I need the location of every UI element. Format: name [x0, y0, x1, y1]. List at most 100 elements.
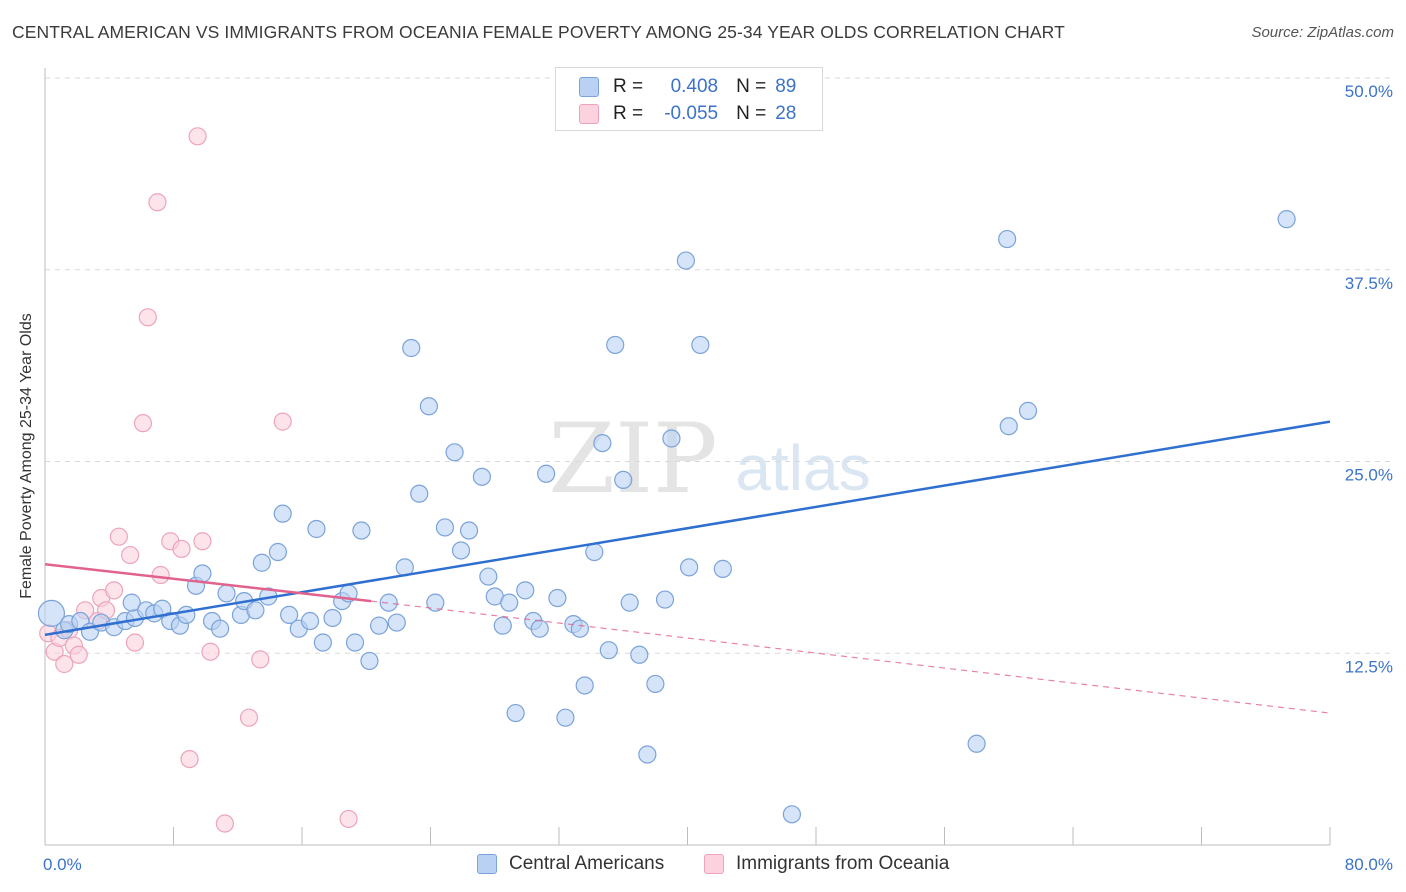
central-american-point	[472, 467, 491, 486]
bottom-legend-swatch-pink	[704, 854, 724, 874]
central-american-point	[210, 619, 230, 638]
oceania-point	[193, 532, 212, 551]
legend-n-value: 28	[775, 103, 797, 124]
central-american-point	[593, 433, 612, 453]
central-american-point	[37, 599, 66, 627]
central-american-point	[410, 484, 429, 503]
oceania-point	[148, 193, 167, 212]
watermark-zip: ZIP	[548, 403, 717, 515]
legend-swatch-pink	[579, 104, 599, 124]
tick-labels: 12.5% 25.0% 37.5% 50.0% 0.0% 80.0%	[43, 82, 1393, 874]
oceania-point	[201, 642, 220, 661]
central-american-point	[268, 542, 288, 562]
central-american-point	[323, 608, 342, 628]
central-american-point	[713, 559, 732, 578]
legend-n-value: 89	[775, 76, 797, 97]
oceania-point	[251, 650, 270, 669]
oceania-point	[239, 708, 259, 727]
y-tick-label: 12.5%	[1345, 657, 1393, 676]
central-american-point	[575, 676, 594, 695]
central-american-point	[445, 443, 464, 462]
central-american-point	[370, 616, 389, 635]
central-american-point	[193, 564, 212, 583]
bottom-legend-label-pink: Immigrants from Oceania	[736, 853, 950, 874]
central-american-point	[345, 633, 365, 652]
x-tick-label-max: 80.0%	[1345, 855, 1393, 874]
central-american-point	[313, 633, 332, 652]
central-american-point	[570, 619, 589, 638]
central-american-point	[614, 470, 633, 490]
legend-row-pink: R = -0.055 N = 28	[579, 103, 796, 125]
legend-r-label: R =	[613, 103, 644, 124]
central-american-point	[782, 805, 802, 824]
chart-title: CENTRAL AMERICAN VS IMMIGRANTS FROM OCEA…	[12, 22, 1065, 42]
central-american-point	[691, 335, 710, 355]
central-american-point	[998, 229, 1017, 249]
central-american-point	[620, 593, 639, 612]
central-american-point	[280, 605, 299, 625]
y-tick-label: 25.0%	[1345, 466, 1393, 485]
central-american-point	[638, 745, 657, 764]
oceania-point	[172, 539, 191, 559]
x-tick-label-min: 0.0%	[43, 855, 82, 874]
central-american-point	[402, 338, 421, 358]
central-american-point	[246, 601, 265, 620]
central-american-point	[680, 558, 699, 577]
central-american-trendline	[44, 420, 1331, 637]
legend-r-value: 0.408	[670, 76, 719, 97]
oceania-point	[273, 412, 292, 431]
blue-series	[37, 210, 1296, 824]
central-american-point	[630, 645, 649, 664]
central-american-point	[459, 521, 479, 540]
watermark: ZIP atlas	[548, 403, 870, 515]
central-american-point	[479, 567, 498, 586]
central-american-point	[585, 542, 604, 562]
central-american-point	[451, 541, 471, 560]
central-american-point	[500, 593, 519, 612]
central-american-point	[252, 553, 271, 572]
bottom-legend-swatch-blue	[477, 854, 497, 874]
central-american-point	[426, 593, 445, 612]
central-american-point	[606, 335, 625, 355]
central-american-point	[999, 417, 1018, 436]
axes	[44, 68, 1331, 846]
oceania-point	[104, 581, 124, 600]
central-american-point	[655, 590, 675, 609]
oceania-point	[109, 527, 128, 546]
central-american-point	[506, 703, 525, 723]
oceania-trendline-extension	[370, 600, 1331, 714]
legend-n-label: N =	[736, 76, 767, 97]
central-american-point	[530, 619, 549, 638]
source-label: Source: ZipAtlas.com	[1251, 24, 1394, 41]
watermark-atlas: atlas	[735, 432, 870, 504]
central-american-point	[556, 708, 575, 727]
central-american-point	[1277, 210, 1296, 229]
central-american-point	[493, 616, 512, 635]
central-american-point	[177, 605, 196, 625]
oceania-point	[188, 127, 207, 146]
pink-series	[39, 127, 358, 833]
bottom-legend-label-blue: Central Americans	[509, 853, 665, 874]
oceania-point	[339, 809, 358, 829]
central-american-point	[1018, 401, 1038, 420]
central-american-point	[360, 651, 379, 671]
central-american-point	[307, 519, 326, 539]
bottom-legend-oceania: Immigrants from Oceania	[704, 851, 949, 877]
central-american-point	[273, 504, 292, 523]
bottom-legend-central-americans: Central Americans	[477, 851, 664, 877]
central-american-point	[599, 641, 618, 660]
oceania-point	[121, 545, 140, 565]
central-american-point	[217, 584, 236, 603]
central-american-point	[967, 734, 986, 753]
oceania-point	[125, 633, 145, 652]
central-american-point	[676, 251, 695, 270]
central-american-point	[300, 611, 320, 631]
trendlines	[44, 420, 1331, 714]
central-american-point	[379, 593, 398, 612]
central-american-point	[419, 397, 438, 416]
central-american-point	[537, 464, 556, 483]
central-american-point	[646, 674, 665, 694]
central-american-point	[352, 521, 371, 540]
central-american-point	[435, 518, 455, 537]
